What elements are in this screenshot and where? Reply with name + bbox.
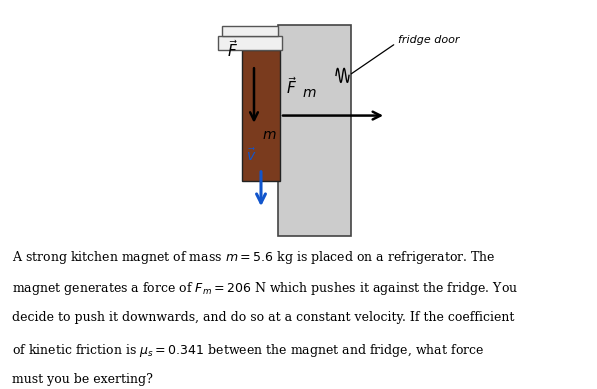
Bar: [278, 25, 351, 236]
Bar: [218, 36, 282, 50]
Text: $\vec{F}$: $\vec{F}$: [226, 39, 238, 60]
Text: decide to push it downwards, and do so at a constant velocity. If the coefficien: decide to push it downwards, and do so a…: [12, 311, 514, 324]
Text: $\vec{v}$: $\vec{v}$: [245, 147, 256, 164]
Text: A strong kitchen magnet of mass $m = 5.6$ kg is placed on a refrigerator. The: A strong kitchen magnet of mass $m = 5.6…: [12, 249, 496, 266]
Text: $m$: $m$: [302, 86, 316, 100]
Text: must you be exerting?: must you be exerting?: [12, 373, 153, 386]
Text: fridge door: fridge door: [398, 35, 460, 45]
Text: magnet generates a force of $F_m = 206$ N which pushes it against the fridge. Yo: magnet generates a force of $F_m = 206$ …: [12, 280, 518, 297]
Bar: [242, 50, 280, 181]
Text: $m$: $m$: [262, 128, 276, 142]
Text: of kinetic friction is $\mu_s = 0.341$ between the magnet and fridge, what force: of kinetic friction is $\mu_s = 0.341$ b…: [12, 342, 484, 359]
Text: $\vec{F}$: $\vec{F}$: [286, 77, 297, 98]
Bar: [222, 26, 278, 36]
